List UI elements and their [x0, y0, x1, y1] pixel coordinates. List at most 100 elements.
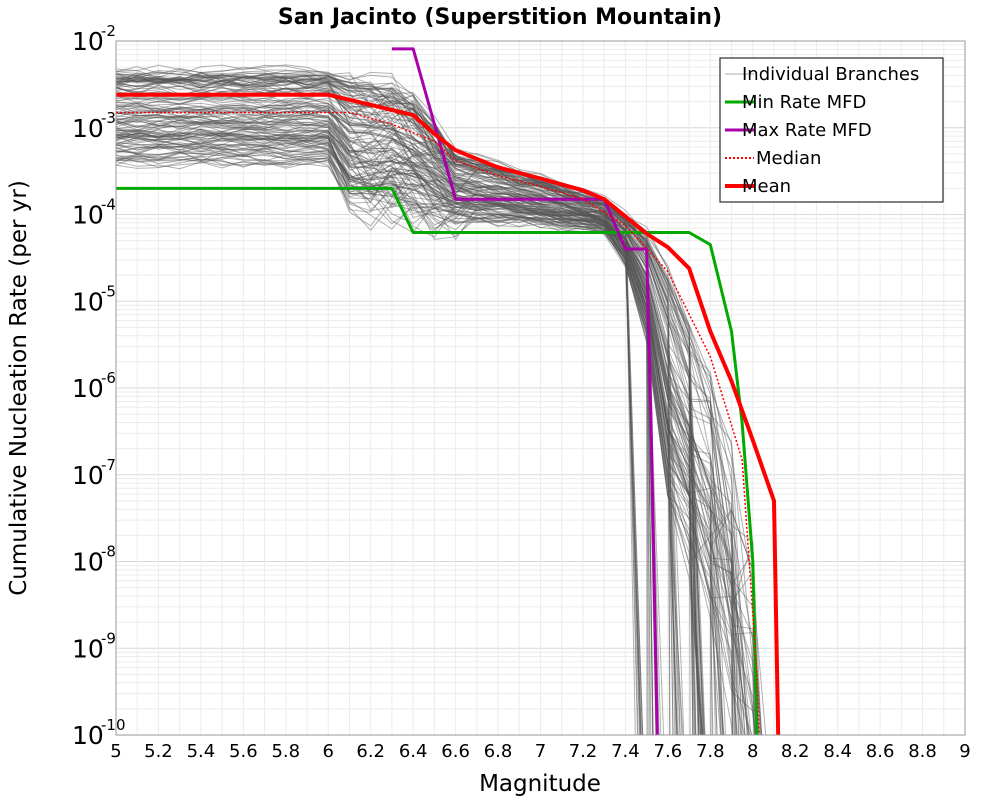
branch-line	[116, 85, 703, 735]
branch-line	[116, 113, 756, 735]
x-tick-label: 7.8	[696, 741, 725, 762]
x-tick-label: 6.4	[399, 741, 428, 762]
branch-line	[116, 142, 642, 735]
branch-line	[116, 137, 756, 735]
branch-line	[116, 97, 639, 735]
x-tick-label: 5	[110, 741, 121, 762]
x-tick-label: 8.8	[908, 741, 937, 762]
y-tick-base: 10	[72, 634, 104, 663]
branch-line	[116, 115, 762, 735]
legend-label: Median	[756, 148, 821, 169]
branch-line	[116, 74, 697, 735]
y-tick-base: 10	[72, 114, 104, 143]
x-tick-label: 8.6	[866, 741, 895, 762]
branch-line	[116, 75, 644, 735]
branch-line	[116, 124, 642, 735]
legend: Individual Branches Min Rate MFD Max Rate …	[719, 57, 944, 203]
branch-line	[116, 73, 734, 735]
y-tick-base: 10	[72, 548, 104, 577]
y-tick-label: 10-10	[72, 716, 126, 750]
branch-line	[116, 69, 706, 735]
branch-line	[116, 126, 683, 735]
x-tick-label: 8.4	[823, 741, 852, 762]
branch-line	[116, 128, 702, 735]
branch-line	[116, 137, 733, 735]
individual-branches	[116, 64, 767, 735]
legend-label: Individual Branches	[742, 64, 919, 85]
branch-line	[116, 102, 760, 735]
x-tick-label: 5.2	[144, 741, 173, 762]
y-tick-base: 10	[72, 27, 104, 56]
branch-line	[116, 79, 658, 735]
x-tick-label: 6.2	[356, 741, 385, 762]
y-tick-label: 10-9	[72, 629, 116, 663]
branch-line	[116, 114, 716, 735]
x-tick-label: 5.6	[229, 741, 258, 762]
branch-line	[116, 115, 756, 735]
y-tick-exponent: -5	[101, 282, 116, 300]
branch-line	[116, 132, 654, 735]
branch-line	[116, 119, 696, 735]
branch-line	[116, 130, 750, 735]
branch-line	[116, 112, 722, 735]
x-tick-label: 6	[323, 741, 334, 762]
branch-line	[116, 132, 711, 735]
branch-line	[116, 146, 738, 735]
branch-line	[116, 131, 677, 735]
branch-line	[116, 133, 641, 735]
branch-line	[116, 133, 696, 735]
branch-line	[116, 113, 762, 735]
branch-line	[116, 79, 724, 735]
branch-line	[116, 156, 718, 735]
branch-line	[116, 75, 644, 735]
branch-line	[116, 118, 758, 735]
x-axis-label: Magnitude	[479, 771, 601, 797]
plot-frame	[115, 40, 966, 736]
branch-line	[116, 109, 657, 735]
branch-line	[116, 143, 725, 735]
legend-box	[719, 57, 944, 203]
branch-line	[116, 129, 713, 735]
branch-line	[116, 140, 714, 735]
y-tick-exponent: -7	[101, 456, 116, 474]
y-tick-label: 10-4	[72, 196, 116, 230]
branch-line	[116, 92, 671, 735]
series-lines	[116, 47, 781, 735]
y-tick-label: 10-8	[72, 543, 116, 577]
y-axis-label: Cumulative Nucleation Rate (per yr)	[6, 180, 32, 596]
branch-line	[116, 146, 704, 735]
branch-line	[116, 112, 665, 735]
chart-title: San Jacinto (Superstition Mountain)	[278, 5, 722, 30]
legend-label: Max Rate MFD	[742, 120, 872, 141]
branch-line	[116, 108, 658, 735]
branch-line	[116, 80, 679, 735]
max-rate-mfd-line	[391, 47, 659, 735]
branch-line	[116, 95, 654, 735]
branch-line	[116, 150, 758, 735]
branch-line	[116, 143, 753, 735]
branch-line	[116, 139, 758, 735]
x-tick-label: 8	[747, 741, 758, 762]
branch-line	[116, 74, 767, 735]
branch-line	[116, 81, 685, 735]
branch-line	[116, 73, 654, 735]
y-tick-exponent: -4	[101, 196, 116, 214]
branch-line	[116, 64, 755, 735]
branch-line	[116, 76, 660, 735]
branch-line	[116, 104, 641, 735]
branch-line	[116, 131, 750, 735]
branch-line	[116, 121, 700, 735]
x-tick-label: 7.2	[569, 741, 598, 762]
x-tick-label: 6.8	[484, 741, 513, 762]
branch-line	[116, 102, 657, 735]
branch-line	[116, 135, 751, 735]
y-tick-label: 10-6	[72, 369, 116, 403]
branch-line	[116, 158, 704, 735]
branch-line	[116, 150, 643, 735]
branch-line	[116, 143, 678, 735]
branch-line	[116, 158, 703, 735]
legend-label: Mean	[742, 176, 791, 197]
branch-line	[116, 153, 746, 735]
